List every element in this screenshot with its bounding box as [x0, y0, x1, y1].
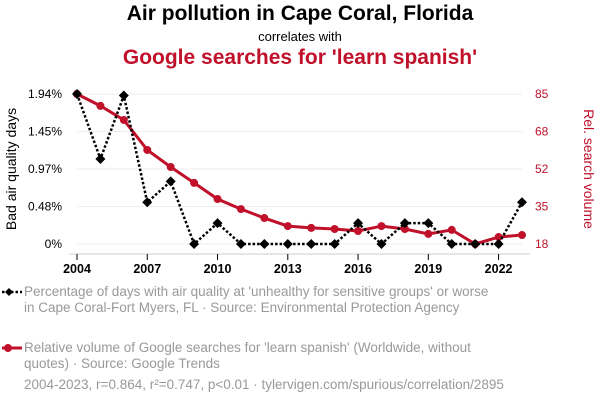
- series-1-point: [517, 197, 527, 208]
- series-1-point: [95, 153, 106, 164]
- series-2-point: [518, 231, 526, 240]
- x-tick-label: 2022: [485, 262, 513, 276]
- y2-tick-label: 18: [535, 237, 549, 251]
- series-1-point: [329, 239, 340, 249]
- series-1-point: [353, 218, 364, 229]
- y-tick-label: 0%: [45, 237, 63, 251]
- series-2-point: [424, 229, 433, 238]
- y-tick-label: 1.45%: [28, 125, 62, 139]
- chart-subtitle: correlates with: [258, 29, 342, 44]
- series-2-point: [260, 214, 269, 223]
- series-1-point: [235, 239, 246, 249]
- legend-label-2: Relative volume of Google searches for '…: [24, 340, 471, 371]
- y2-tick-label: 52: [535, 162, 549, 176]
- legend-marker-1: [5, 288, 13, 296]
- series-2-point: [447, 225, 456, 234]
- y2-axis-label: Rel. search volume: [581, 109, 597, 229]
- legend-item-1: Percentage of days with air quality at '…: [24, 284, 494, 316]
- series-1-point: [72, 89, 82, 99]
- series-1-point: [493, 239, 504, 249]
- series-1-point: [376, 239, 387, 249]
- series-1-line: [75, 91, 524, 247]
- series-2-point: [283, 222, 292, 231]
- x-tick-label: 2004: [63, 262, 91, 276]
- series-1-point: [446, 239, 457, 249]
- y-axis-label: Bad air quality days: [3, 108, 19, 230]
- series-1-point: [212, 218, 223, 229]
- series-1-point: [259, 239, 270, 249]
- series-2-point: [354, 227, 363, 236]
- series-1-point: [282, 239, 293, 249]
- series-2-point: [190, 178, 199, 187]
- series-2-point: [330, 225, 339, 233]
- legend-label-1: Percentage of days with air quality at '…: [24, 284, 489, 315]
- y2-tick-label: 85: [535, 87, 549, 101]
- series-1-point: [399, 218, 410, 229]
- x-tick-label: 2016: [344, 262, 372, 276]
- series-2-point: [377, 222, 386, 231]
- y2-tick-label: 35: [535, 200, 549, 214]
- series-2-point: [213, 195, 222, 203]
- series-1-point: [165, 176, 176, 187]
- x-tick-label: 2019: [414, 262, 442, 276]
- y-tick-label: 0.48%: [28, 200, 62, 214]
- series-1-point: [118, 90, 129, 101]
- chart-title-2: Google searches for 'learn spanish': [122, 46, 478, 69]
- series-2-point: [96, 101, 105, 110]
- series-2-point: [166, 162, 175, 171]
- series-1-point: [306, 239, 317, 249]
- series-1-point: [470, 239, 481, 249]
- series-2-point: [400, 225, 409, 233]
- y-tick-label: 1.94%: [28, 87, 62, 101]
- series-2-point: [494, 233, 503, 242]
- y2-tick-label: 68: [535, 125, 549, 139]
- series-2-point: [143, 145, 152, 154]
- legend-marker-2: [4, 344, 12, 352]
- series-1-point: [142, 197, 153, 208]
- series-2-point: [236, 205, 245, 214]
- y-tick-label: 0.97%: [28, 162, 62, 176]
- series-2-point: [307, 223, 316, 232]
- series-1-point: [423, 218, 434, 229]
- chart-title: Air pollution in Cape Coral, Florida: [126, 2, 474, 25]
- x-tick-label: 2007: [133, 262, 161, 276]
- legend-item-2: Relative volume of Google searches for '…: [24, 340, 494, 372]
- footer: 2004-2023, r=0.864, r²=0.747, p<0.01 · t…: [24, 377, 504, 392]
- series-2-point: [119, 115, 128, 124]
- x-tick-label: 2013: [274, 262, 302, 276]
- series-1-point: [189, 239, 200, 249]
- x-tick-label: 2010: [204, 262, 232, 276]
